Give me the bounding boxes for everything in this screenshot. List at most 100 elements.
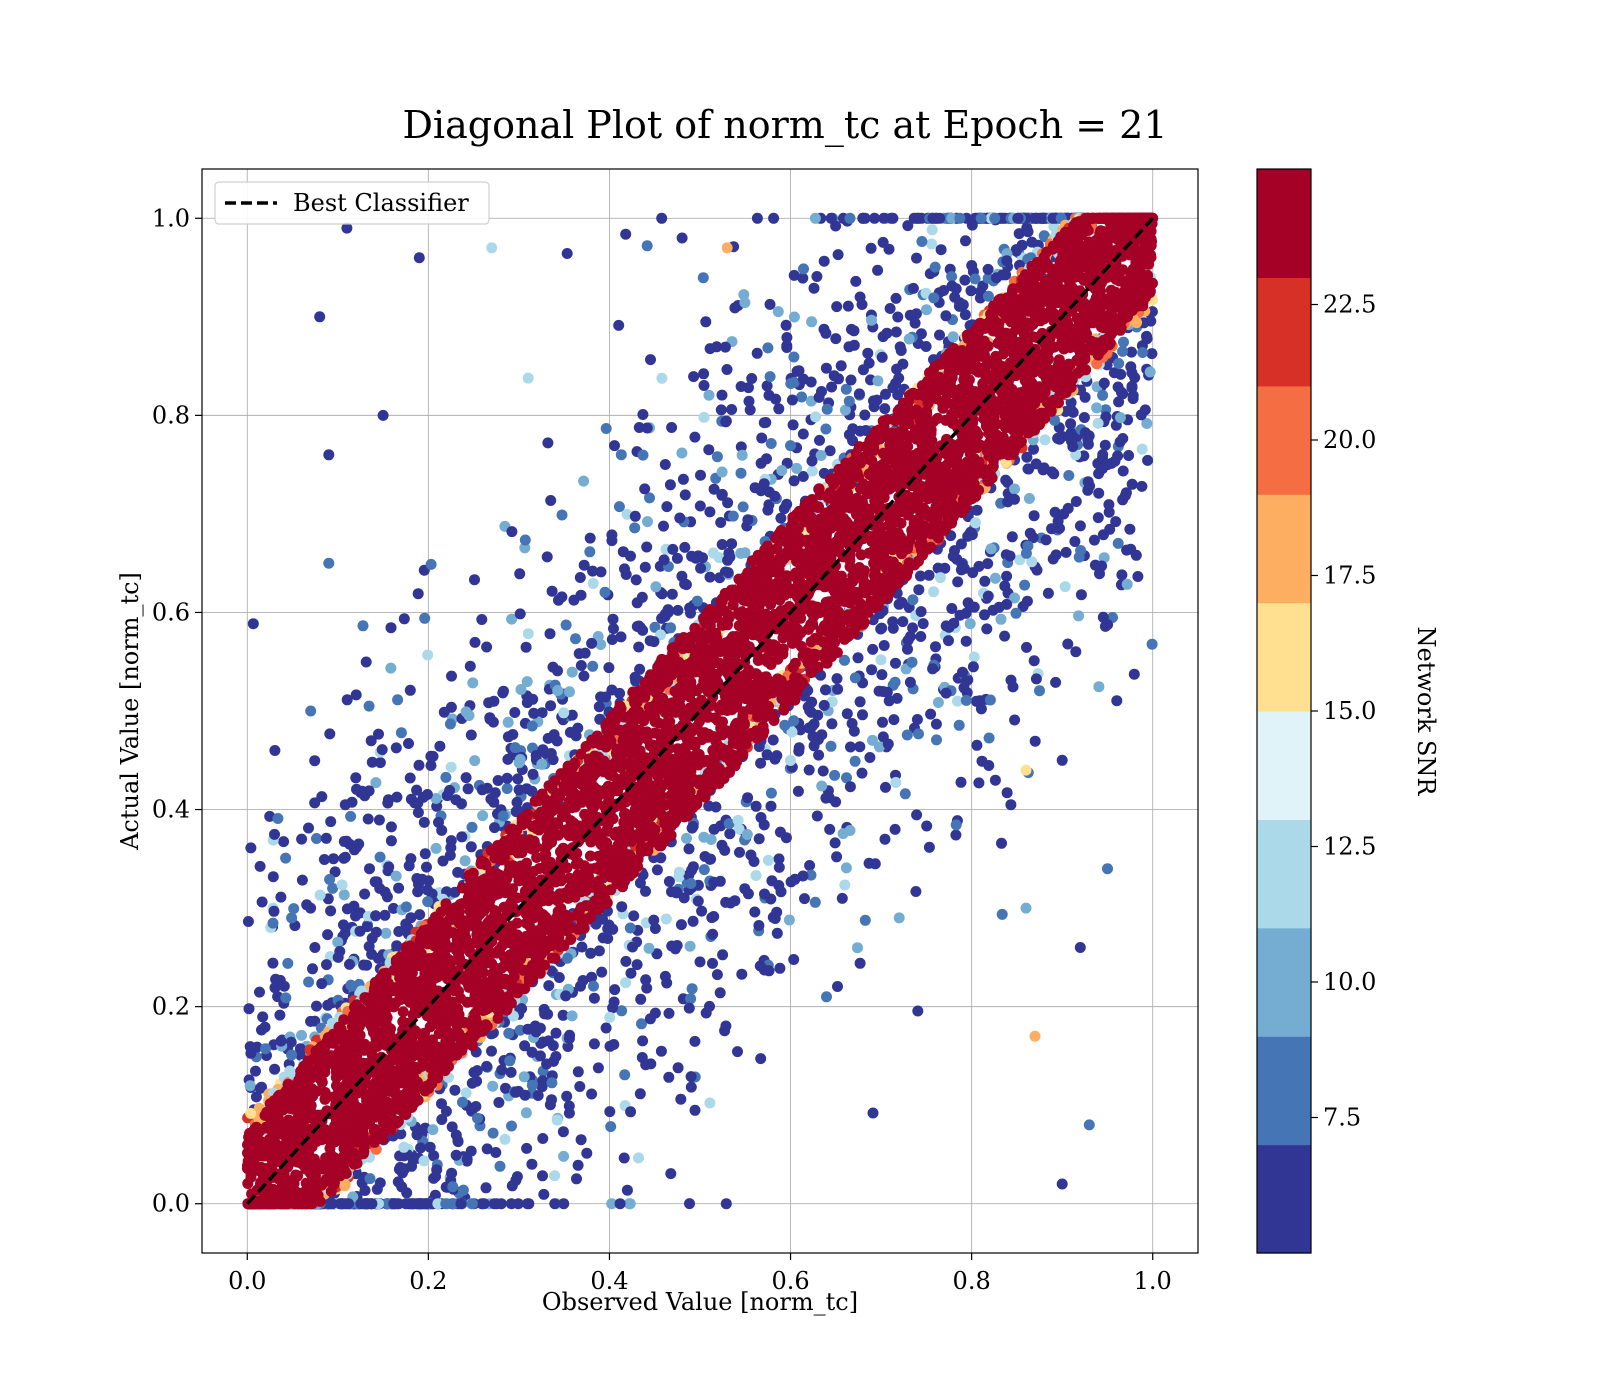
scatter-point <box>685 1071 697 1083</box>
scatter-point <box>509 742 521 754</box>
scatter-point <box>1067 441 1079 453</box>
scatter-point <box>1001 255 1013 267</box>
scatter-point <box>425 750 437 762</box>
scatter-point <box>507 729 519 740</box>
scatter-point <box>947 550 959 562</box>
scatter-point <box>641 240 653 252</box>
scatter-point <box>481 1143 493 1155</box>
scatter-point <box>388 902 399 914</box>
scatter-point <box>320 832 332 844</box>
scatter-point <box>379 886 391 898</box>
scatter-point <box>1117 465 1129 477</box>
scatter-point <box>593 701 605 713</box>
scatter-point <box>1009 483 1021 495</box>
scatter-point <box>742 792 754 804</box>
scatter-point <box>1119 490 1131 501</box>
scatter-point <box>456 798 467 810</box>
scatter-point <box>799 893 810 905</box>
scatter-point <box>774 826 786 838</box>
scatter-point <box>676 447 688 459</box>
scatter-point <box>735 467 747 479</box>
scatter-point <box>385 821 397 833</box>
scatter-point <box>720 416 732 428</box>
scatter-point <box>664 479 676 491</box>
scatter-point <box>1026 236 1038 248</box>
scatter-point <box>969 273 981 285</box>
scatter-point <box>518 1071 530 1083</box>
scatter-point <box>511 796 523 808</box>
scatter-point <box>336 879 348 891</box>
scatter-point <box>899 788 911 800</box>
scatter-point <box>876 669 888 681</box>
scatter-point <box>894 341 906 353</box>
scatter-point <box>943 635 954 647</box>
scatter-point <box>644 1013 656 1025</box>
scatter-point <box>250 1091 262 1103</box>
scatter-point <box>527 768 539 780</box>
scatter-point <box>689 1104 701 1116</box>
scatter-point <box>645 1058 657 1070</box>
scatter-point <box>267 871 279 883</box>
scatter-point <box>1042 587 1054 599</box>
scatter-point <box>837 828 849 840</box>
scatter-point <box>586 1088 598 1100</box>
scatter-point <box>434 740 446 752</box>
scatter-point <box>879 403 891 415</box>
scatter-point <box>953 719 965 731</box>
scatter-point <box>659 970 671 982</box>
scatter-point <box>1022 226 1034 238</box>
scatter-point <box>634 1088 646 1100</box>
scatter-point <box>650 581 662 593</box>
scatter-point <box>792 785 804 797</box>
scatter-point <box>1028 510 1040 522</box>
scatter-point <box>476 784 488 796</box>
scatter-point <box>629 522 641 534</box>
scatter-point <box>982 590 994 602</box>
scatter-point <box>1062 638 1074 650</box>
scatter-point <box>541 551 553 563</box>
scatter-point <box>1126 346 1137 358</box>
scatter-point <box>660 913 672 925</box>
scatter-point <box>686 983 698 995</box>
scatter-point <box>588 980 599 992</box>
scatter-point <box>278 836 290 848</box>
scatter-point <box>820 423 832 435</box>
scatter-point <box>863 857 875 869</box>
scatter-point <box>1112 450 1124 462</box>
scatter-point <box>1038 462 1050 474</box>
scatter-point <box>830 333 842 345</box>
scatter-point <box>770 393 782 405</box>
scatter-point <box>925 708 937 720</box>
scatter-point <box>841 708 853 720</box>
scatter-point <box>764 371 776 383</box>
scatter-point <box>350 689 362 701</box>
scatter-point <box>967 567 979 579</box>
scatter-point <box>513 1085 524 1097</box>
scatter-point <box>405 912 417 924</box>
scatter-point <box>429 1189 441 1201</box>
scatter-point <box>519 1040 531 1052</box>
scatter-point <box>640 885 651 897</box>
scatter-point <box>982 558 994 570</box>
scatter-point <box>595 691 607 703</box>
scatter-point <box>996 837 1007 849</box>
scatter-point <box>806 465 818 477</box>
scatter-point <box>597 932 609 944</box>
scatter-point <box>428 1150 440 1162</box>
scatter-point <box>1097 389 1109 401</box>
scatter-point <box>637 409 649 420</box>
scatter-point <box>793 742 805 754</box>
scatter-point <box>344 958 355 970</box>
scatter-point <box>698 411 710 423</box>
scatter-point <box>574 1081 586 1092</box>
scatter-point <box>561 248 573 259</box>
scatter-point <box>599 586 611 598</box>
scatter-point <box>465 1145 477 1157</box>
scatter-point <box>418 1155 430 1167</box>
scatter-point <box>503 1027 515 1039</box>
scatter-point <box>1110 516 1122 528</box>
scatter-point <box>1031 564 1043 576</box>
scatter-point <box>722 567 734 579</box>
scatter-point <box>245 1107 257 1119</box>
